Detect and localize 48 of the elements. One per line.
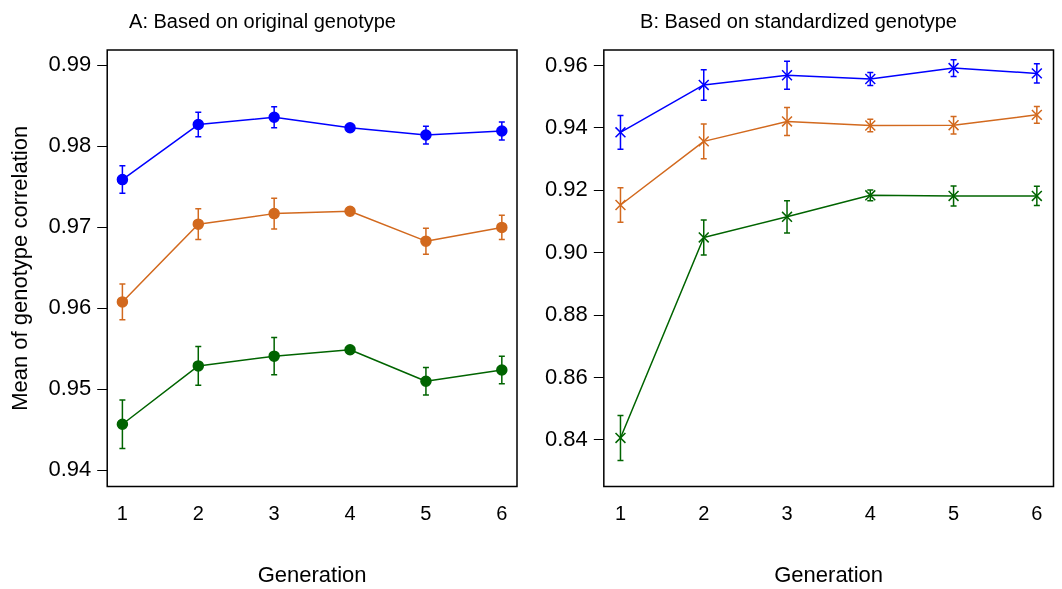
point [1031, 109, 1043, 121]
x-tick-label: 3 [781, 502, 793, 525]
point [1031, 67, 1043, 80]
point [947, 190, 960, 202]
y-tick-label: 0.84 [544, 425, 588, 451]
x-tick-label: 5 [420, 502, 432, 525]
x-tick-label: 1 [116, 502, 128, 525]
point [698, 231, 710, 244]
x-tick-label: 4 [344, 502, 356, 525]
point [947, 62, 960, 74]
point [344, 122, 356, 134]
point [698, 79, 710, 91]
y-tick-label: 0.95 [48, 375, 92, 401]
y-tick-label: 0.86 [544, 363, 588, 389]
point [781, 115, 793, 128]
y-tick-label: 0.88 [544, 301, 588, 327]
y-tick-label: 0.96 [48, 294, 92, 320]
y-tick-label: 0.96 [544, 51, 588, 77]
x-tick-label: 3 [268, 502, 280, 525]
x-axis-title: Generation [257, 561, 367, 587]
x-tick-label: 6 [1031, 502, 1043, 525]
point [614, 199, 627, 211]
point [1031, 190, 1043, 202]
x-tick-label: 1 [614, 502, 627, 525]
y-tick-label: 0.94 [544, 114, 588, 140]
y-tick-label: 0.97 [48, 213, 92, 239]
y-tick-label: 0.99 [48, 51, 92, 77]
y-axis-title: Mean of genotype correlation [7, 125, 33, 411]
chart-title: A: Based on original genotype [129, 9, 396, 32]
x-tick-label: 2 [192, 502, 204, 525]
x-tick-label: 5 [948, 502, 960, 525]
point [344, 343, 356, 356]
x-tick-label: 4 [864, 502, 876, 525]
y-tick-label: 0.98 [48, 132, 92, 158]
y-tick-label: 0.92 [544, 176, 588, 202]
y-tick-label: 0.94 [48, 456, 92, 482]
chart-title: B: Based on standardized genotype [640, 9, 957, 32]
x-tick-label: 2 [698, 502, 710, 525]
point [947, 119, 960, 131]
x-axis-title: Generation [774, 561, 884, 587]
point [614, 432, 627, 444]
x-tick-label: 6 [496, 502, 508, 525]
point [781, 211, 793, 223]
point [614, 126, 627, 139]
point [344, 205, 356, 217]
point [698, 135, 710, 148]
point [781, 69, 793, 81]
y-tick-label: 0.90 [544, 238, 588, 264]
